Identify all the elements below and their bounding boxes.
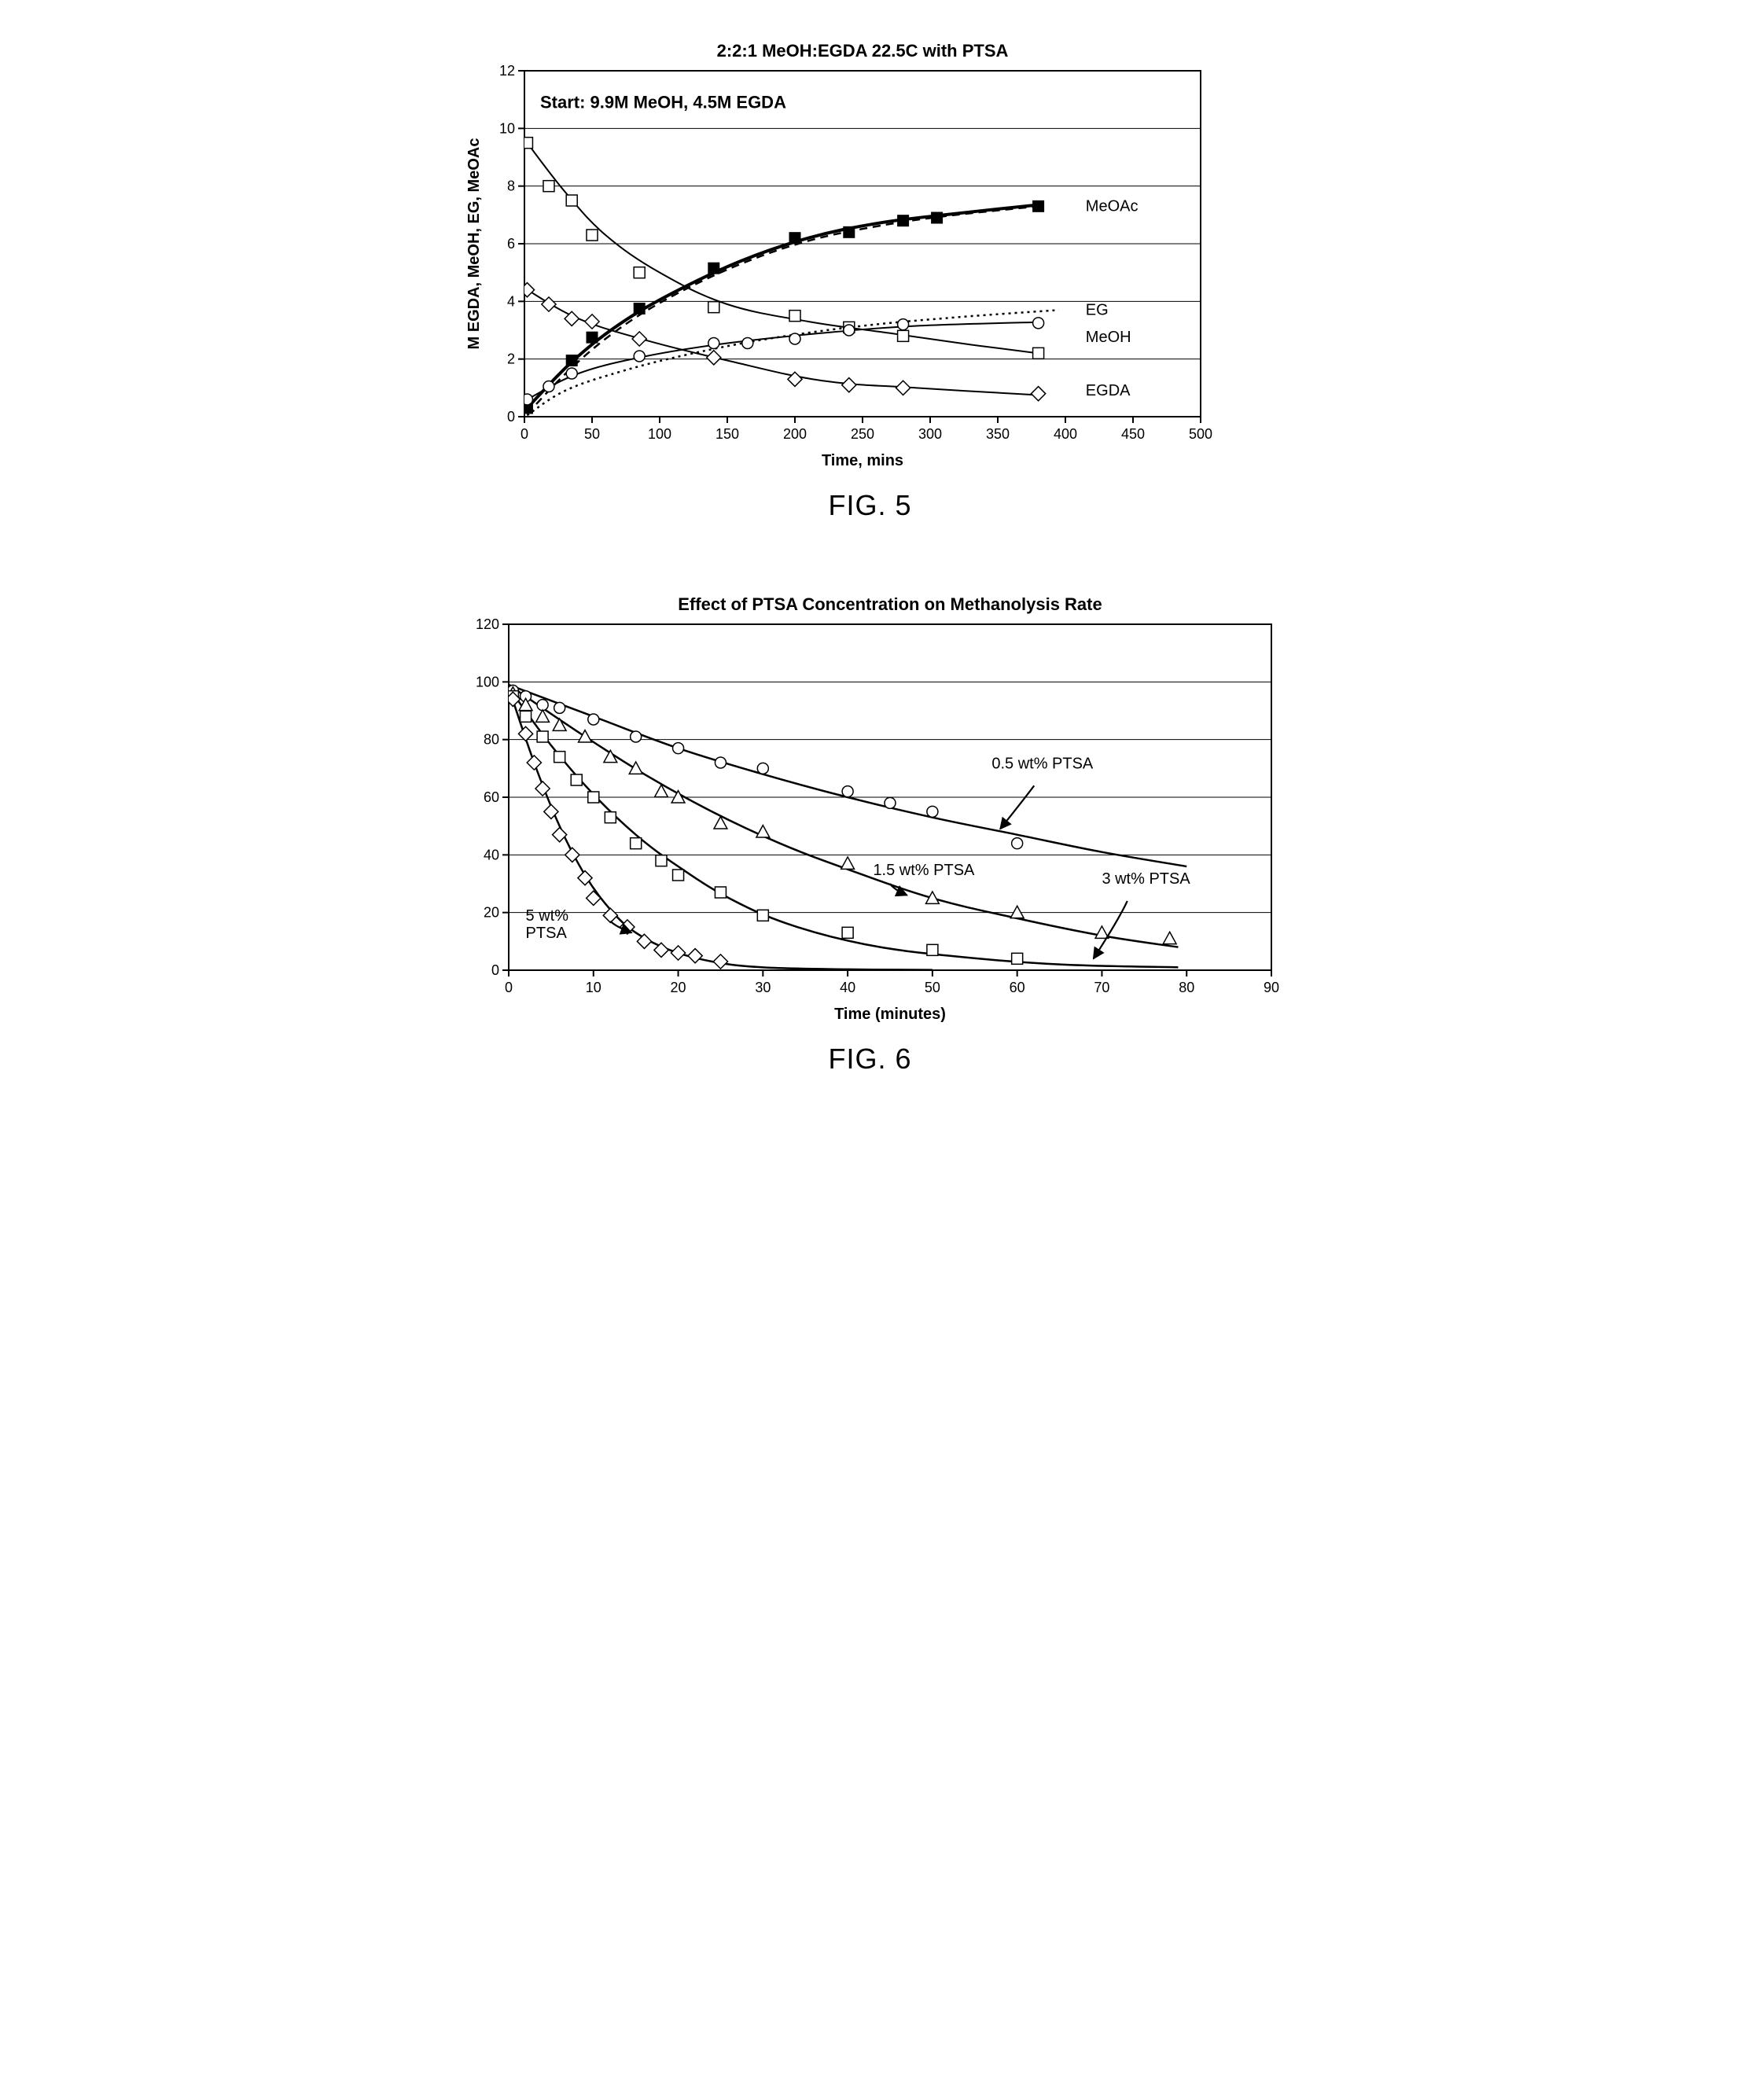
svg-text:3 wt% PTSA: 3 wt% PTSA [1102,870,1190,888]
svg-text:EGDA: EGDA [1085,382,1130,399]
svg-text:Time, mins: Time, mins [821,452,903,469]
svg-text:70: 70 [1094,980,1109,995]
figure-6: Effect of PTSA Concentration on Methanol… [438,585,1303,1076]
svg-text:PTSA: PTSA [525,925,567,942]
svg-text:Start: 9.9M MeOH, 4.5M EGDA: Start: 9.9M MeOH, 4.5M EGDA [540,93,786,112]
svg-text:80: 80 [483,732,498,748]
svg-text:0: 0 [491,962,498,978]
svg-text:Time (minutes): Time (minutes) [834,1006,946,1023]
svg-text:M EGDA, MeOH, EG, MeOAc: M EGDA, MeOH, EG, MeOAc [465,138,483,350]
svg-text:200: 200 [782,426,806,442]
svg-text:10: 10 [585,980,601,995]
svg-text:10: 10 [498,120,514,136]
svg-text:8: 8 [506,178,514,194]
svg-text:60: 60 [483,789,498,805]
svg-text:400: 400 [1053,426,1076,442]
svg-text:350: 350 [985,426,1009,442]
svg-text:100: 100 [475,674,498,690]
svg-text:0.5 wt% PTSA: 0.5 wt% PTSA [991,755,1094,772]
svg-text:120: 120 [475,616,498,632]
chart-fig5: 2:2:1 MeOH:EGDA 22.5C with PTSA 0 2 4 6 8 10 12… [438,31,1303,472]
svg-text:300: 300 [918,426,941,442]
svg-text:1.5 wt% PTSA: 1.5 wt% PTSA [873,862,975,879]
svg-text:0: 0 [520,426,528,442]
svg-text:6: 6 [506,236,514,252]
svg-text:Effect of PTSA Concentration o: Effect of PTSA Concentration on Methanol… [678,594,1102,614]
figure-6-caption: FIG. 6 [438,1043,1303,1076]
svg-text:40: 40 [840,980,855,995]
svg-text:20: 20 [483,905,498,921]
svg-text:500: 500 [1188,426,1212,442]
svg-text:0: 0 [504,980,512,995]
svg-text:4: 4 [506,293,514,309]
svg-text:100: 100 [647,426,671,442]
svg-text:MeOH: MeOH [1085,329,1131,346]
svg-text:MeOAc: MeOAc [1085,197,1138,215]
svg-text:90: 90 [1263,980,1278,995]
svg-text:60: 60 [1009,980,1025,995]
svg-text:0: 0 [506,409,514,425]
svg-text:150: 150 [715,426,738,442]
svg-text:80: 80 [1179,980,1194,995]
svg-text:50: 50 [583,426,599,442]
svg-text:250: 250 [850,426,874,442]
svg-text:EG: EG [1085,301,1108,318]
svg-text:30: 30 [755,980,771,995]
svg-text:50: 50 [924,980,940,995]
svg-text:2: 2 [506,351,514,367]
svg-text:40: 40 [483,847,498,862]
figure-5: 2:2:1 MeOH:EGDA 22.5C with PTSA 0 2 4 6 8 10 12… [438,31,1303,522]
chart-fig6: Effect of PTSA Concentration on Methanol… [438,585,1303,1025]
svg-text:450: 450 [1120,426,1144,442]
svg-text:12: 12 [498,63,514,79]
figure-5-caption: FIG. 5 [438,489,1303,522]
svg-text:5 wt%: 5 wt% [525,907,568,925]
svg-text:20: 20 [670,980,686,995]
svg-text:2:2:1 MeOH:EGDA 22.5C with PTS: 2:2:1 MeOH:EGDA 22.5C with PTSA [716,41,1008,61]
